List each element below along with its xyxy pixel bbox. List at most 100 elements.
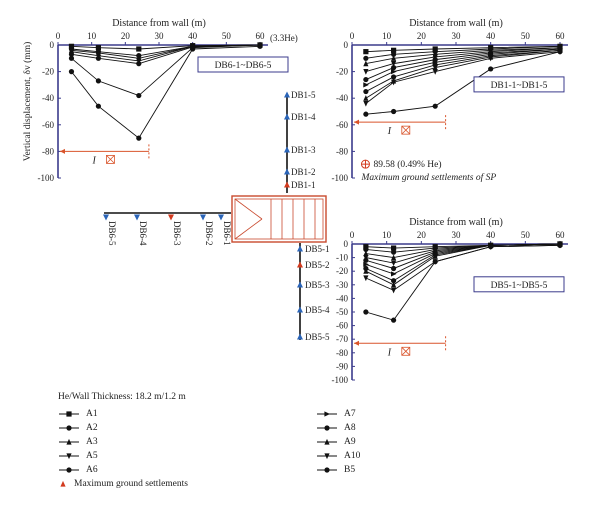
point-a3 [391, 55, 397, 61]
y-tick-label: -40 [336, 93, 348, 103]
west-point-label: DB6-2 [204, 221, 214, 246]
point-a6 [363, 76, 369, 83]
monitor-point-db1-3 [284, 146, 290, 153]
he-note: (3.3He) [270, 33, 298, 43]
y-tick-label: -100 [38, 173, 55, 183]
point-a8 [363, 88, 369, 95]
legend-item: A3 [58, 436, 98, 448]
legend-marker-triangle [66, 438, 72, 445]
x-tick-label: 40 [486, 31, 496, 41]
legend-item: A1 [58, 408, 98, 420]
zone-i-symbol [401, 346, 411, 356]
legend-marker-max [60, 480, 66, 487]
point-b5 [432, 103, 438, 109]
y-tick-label: -40 [42, 93, 54, 103]
legend-marker [59, 411, 79, 417]
zone-i-label: I [387, 126, 392, 137]
point-a10 [391, 79, 397, 86]
y-tick-label: -70 [336, 334, 348, 344]
point-a10 [391, 287, 397, 294]
point-a1 [432, 46, 438, 52]
y-axis-title: Vertical displacement, δv (mm) [22, 42, 33, 162]
monitor-point-db5-1 [297, 245, 303, 252]
west-point-label: DB6-1 [222, 221, 232, 246]
panel-db1: Distance from wall (m) 0 10 20 30 40 50 60 0 -20 -… [332, 18, 568, 183]
point-a8 [391, 278, 397, 284]
legend-marker-dot [324, 467, 330, 473]
legend-label: A5 [86, 451, 98, 461]
y-tick-label: -80 [42, 146, 54, 156]
legend-item: A5 [58, 450, 98, 462]
legend-marker-tri-right [324, 411, 331, 417]
legend-item: B5 [316, 464, 355, 476]
point-a2 [391, 51, 397, 57]
south-point-label: DB5-4 [305, 305, 330, 315]
legend-label: A10 [344, 451, 361, 461]
point-a9 [363, 95, 369, 101]
x-tick-label: 40 [188, 31, 198, 41]
point-a10 [363, 100, 369, 107]
point-a2 [363, 246, 369, 253]
panel-db5: Distance from wall (m) 0 10 20 30 40 50 60 0 -10 -… [332, 217, 568, 385]
legend-label: A1 [86, 409, 98, 419]
legend-marker [317, 467, 337, 473]
north-point-label: DB1-2 [291, 167, 316, 177]
monitor-point-db5-3 [297, 281, 303, 288]
north-point-label: DB1-5 [291, 90, 316, 100]
point-a5 [391, 61, 397, 67]
legend-marker-triangle [324, 438, 330, 445]
legend-label: A9 [344, 437, 356, 447]
legend-label: A3 [86, 437, 98, 447]
zone-i-label: I [91, 155, 96, 166]
x-tick-label: 50 [521, 31, 531, 41]
legend-marker-tri-down [324, 453, 330, 459]
point-b5 [68, 69, 75, 75]
y-tick-label: 0 [344, 40, 349, 50]
legend-marker-dot [324, 425, 330, 431]
x-tick-label: 30 [155, 31, 165, 41]
series-range-box [473, 276, 565, 293]
zone-i-symbol-stroke [401, 346, 411, 356]
point-a9 [432, 64, 438, 71]
zone-i-symbol-stroke [106, 155, 115, 164]
south-point-label: DB5-5 [305, 332, 330, 342]
x-tick-label: 30 [452, 230, 462, 240]
legend-marker [60, 480, 66, 487]
legend-marker-dot [66, 425, 72, 431]
legend-label: A2 [86, 423, 98, 433]
x-tick-label: 0 [56, 31, 61, 41]
x-tick-label: 20 [121, 31, 131, 41]
point-a1 [95, 45, 101, 51]
legend-marker [59, 438, 79, 445]
point-a3 [363, 60, 369, 67]
north-point-label: DB1-3 [291, 145, 316, 155]
point-a9 [363, 268, 369, 274]
series-range-box [197, 56, 289, 73]
series-range-box [473, 76, 565, 93]
series-range-label: DB5-1~DB5-5 [491, 281, 548, 291]
max-settlement-caption: Maximum ground settlements of SP [360, 172, 496, 183]
point-a10 [363, 275, 369, 282]
legend-item: A6 [58, 464, 98, 476]
legend-marker-tri-down [66, 453, 72, 459]
point-a10 [432, 69, 438, 75]
zone-i-label: I [387, 347, 392, 358]
monitor-point-db1-4 [284, 113, 290, 120]
y-tick-label: -100 [332, 375, 349, 385]
monitor-point-db6-4 [134, 214, 140, 221]
y-tick-label: -10 [336, 253, 348, 263]
legend-marker [317, 411, 337, 417]
monitor-point-db1-2 [284, 168, 290, 175]
monitor-point-db6-3 [168, 214, 174, 221]
point-b5 [95, 103, 101, 109]
point-a10 [488, 55, 494, 62]
point-a7 [363, 82, 369, 88]
x-tick-label: 60 [256, 31, 266, 41]
point-b5 [391, 108, 397, 115]
point-a6 [391, 65, 397, 71]
legend-item: A9 [316, 436, 356, 448]
point-a7 [391, 69, 397, 75]
west-point-label: DB6-3 [172, 221, 182, 246]
legend-label: A8 [344, 423, 356, 433]
